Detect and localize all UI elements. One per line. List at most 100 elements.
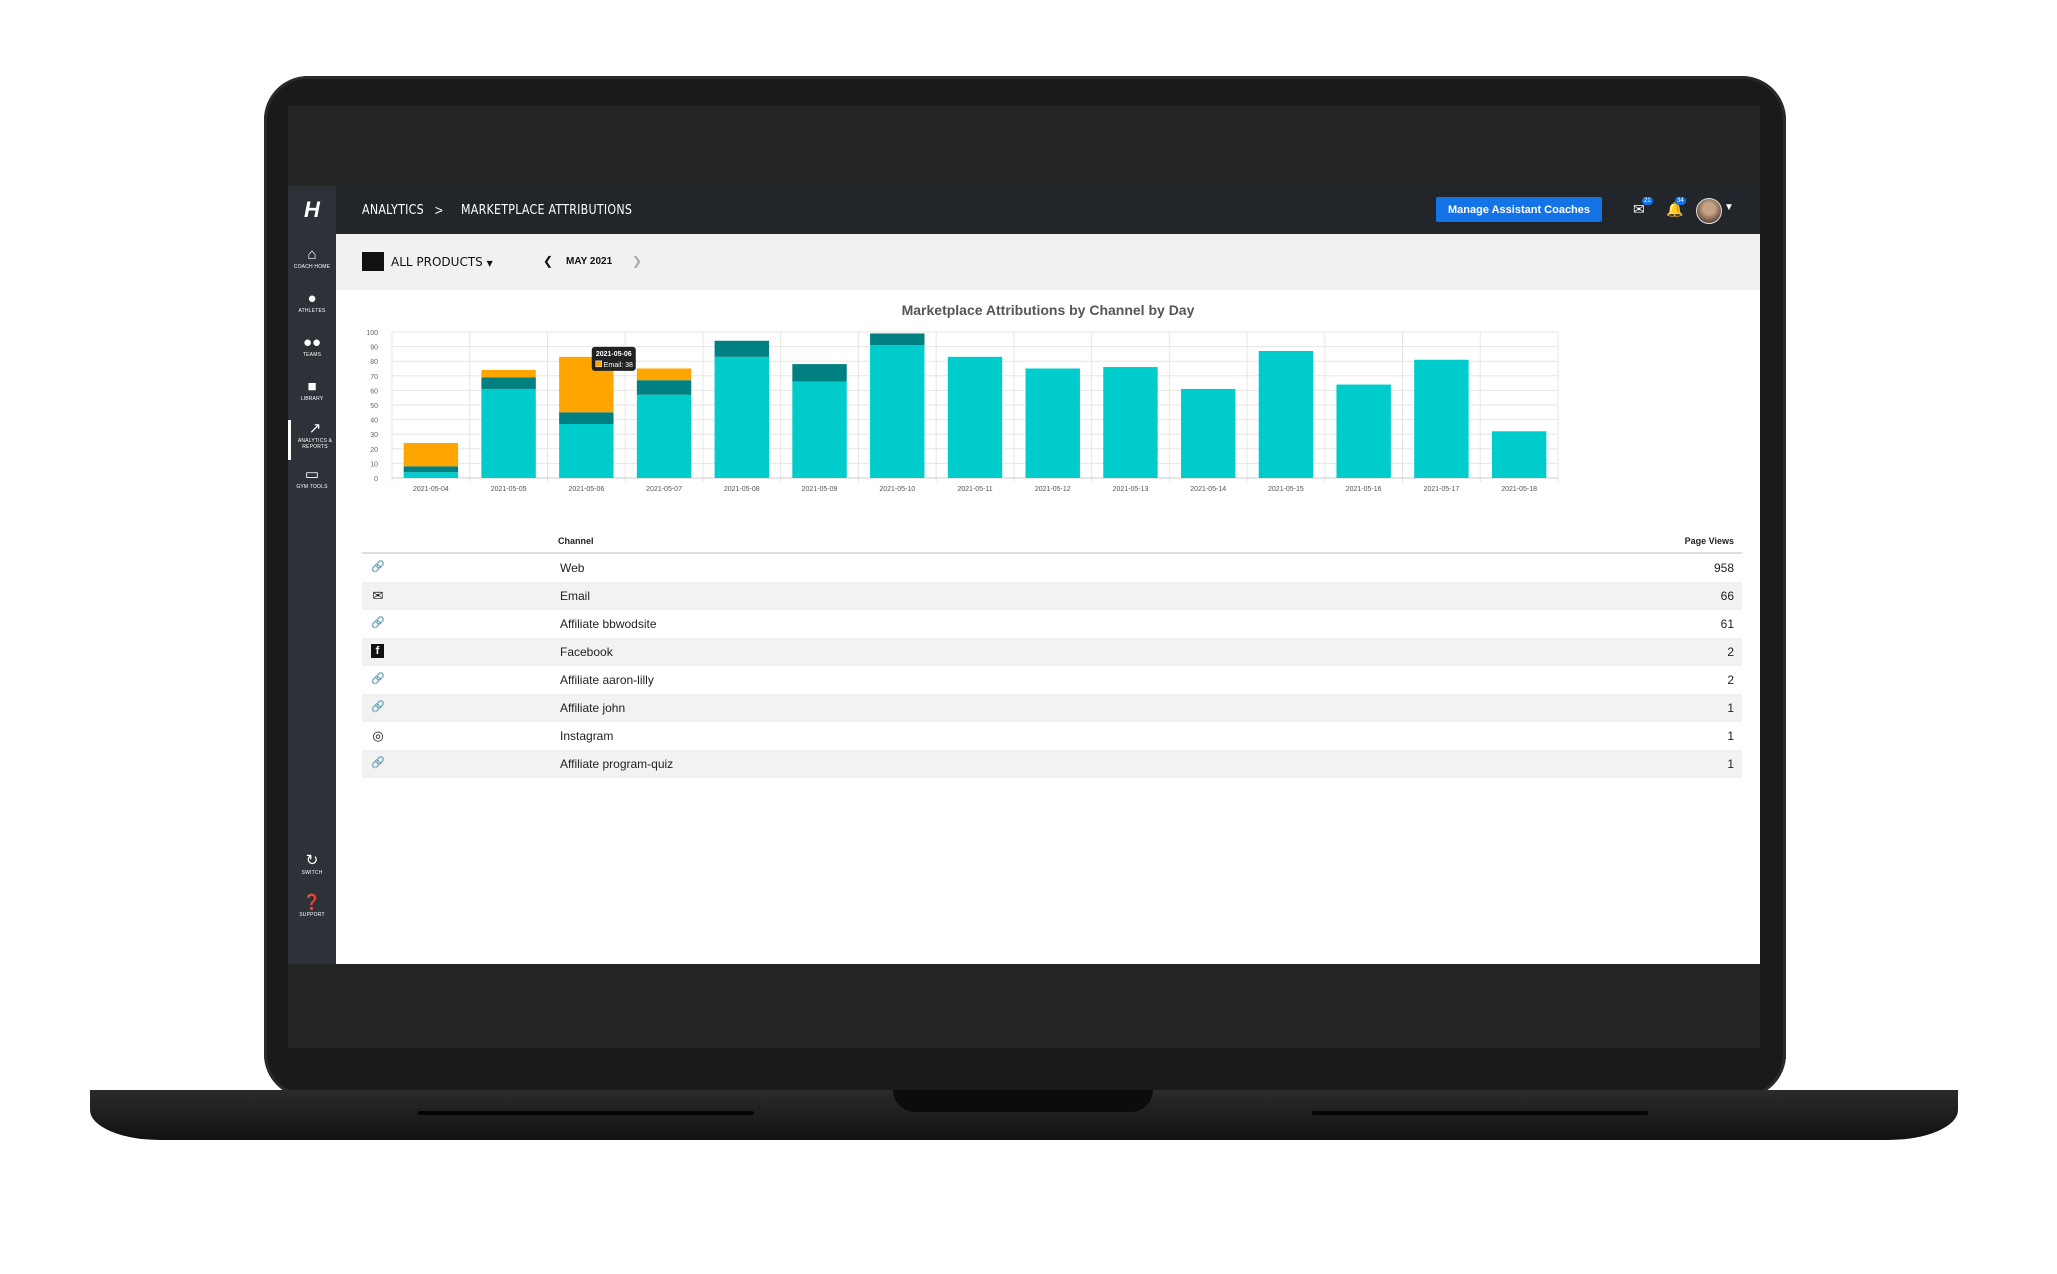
channel-name: Affiliate aaron-lilly: [560, 673, 654, 687]
x-tick-label: 2021-05-16: [1346, 486, 1382, 493]
bar-segment: [636, 380, 692, 395]
y-tick-label: 50: [370, 403, 378, 410]
bar-segment: [714, 340, 770, 357]
link-icon: 🔗: [371, 673, 385, 685]
product-thumbnail: [362, 252, 384, 271]
sidebar-item-gym-tools[interactable]: ▭ GYM TOOLS: [288, 466, 336, 504]
x-tick-label: 2021-05-04: [413, 486, 449, 493]
notifications-badge: 34: [1675, 197, 1686, 205]
y-tick-label: 80: [370, 359, 378, 366]
y-tick-label: 100: [366, 330, 378, 337]
table-row: 🔗 Web 958: [362, 554, 1742, 582]
home-icon: ⌂: [307, 246, 317, 263]
breadcrumb-analytics[interactable]: ANALYTICS: [362, 202, 424, 218]
bar-segment: [792, 364, 847, 382]
filter-bar: ALL PRODUCTS ▼ ❮ MAY 2021 ❯: [336, 234, 1760, 290]
header-channel[interactable]: Channel: [558, 536, 594, 546]
tooltip-text: Email: 38: [604, 362, 633, 369]
bar-segment: [481, 369, 536, 378]
y-tick-label: 40: [370, 418, 378, 425]
page-views-value: 1: [1727, 701, 1734, 715]
table-row: ✉ Email 66: [362, 582, 1742, 610]
tooltip-title: 2021-05-06: [596, 351, 632, 358]
bar-segment: [481, 388, 536, 478]
sidebar-item-analytics-reports[interactable]: ↗ ANALYTICS & REPORTS: [288, 420, 339, 460]
page-views-value: 1: [1727, 757, 1734, 771]
bar-segment: [636, 368, 692, 381]
sidebar-item-label: TEAMS: [302, 352, 322, 358]
x-tick-label: 2021-05-12: [1035, 486, 1071, 493]
table-header: Channel Page Views: [362, 530, 1742, 554]
sidebar-item-coach-home[interactable]: ⌂ COACH HOME: [288, 246, 336, 284]
chevron-right-icon[interactable]: ❯: [632, 254, 643, 268]
x-tick-label: 2021-05-06: [568, 486, 604, 493]
channel-table: Channel Page Views 🔗 Web 958 ✉ Email 66 🔗 Affil…: [362, 530, 1742, 778]
channel-name: Affiliate program-quiz: [560, 757, 674, 771]
bar-segment: [559, 412, 614, 424]
messages-badge: 21: [1642, 197, 1653, 205]
sidebar-item-athletes[interactable]: ● ATHLETES: [288, 290, 336, 328]
y-tick-label: 30: [370, 432, 378, 439]
y-tick-label: 70: [370, 374, 378, 381]
y-tick-label: 0: [374, 476, 378, 483]
table-row: 🔗 Affiliate john 1: [362, 694, 1742, 722]
folder-icon: ■: [307, 378, 317, 395]
laptop-foot-left: [418, 1111, 754, 1115]
y-tick-label: 90: [370, 345, 378, 352]
link-icon: 🔗: [371, 701, 385, 713]
chart-title: Marketplace Attributions by Channel by D…: [901, 302, 1195, 318]
x-tick-label: 2021-05-07: [646, 486, 682, 493]
top-bar: H ANALYTICS > MARKETPLACE ATTRIBUTIONS M…: [288, 186, 1760, 234]
channel-name: Email: [560, 589, 591, 603]
product-dropdown[interactable]: ALL PRODUCTS ▼: [391, 255, 493, 269]
channel-name: Web: [560, 561, 585, 575]
bar-segment: [403, 472, 459, 478]
laptop-foot-right: [1312, 1111, 1648, 1115]
bar-segment: [792, 381, 847, 478]
page-views-value: 61: [1720, 617, 1734, 631]
channel-name: Facebook: [560, 645, 613, 659]
bar-segment: [870, 333, 925, 346]
bar-segment: [1491, 431, 1547, 478]
channel-name: Affiliate john: [560, 701, 626, 715]
messages-icon[interactable]: ✉ 21: [1633, 197, 1653, 217]
bar-chart: 0 10 20 30 40 50 60 70 80 90 100 2021-05-04 2021-05-…: [366, 330, 1559, 493]
table-row: f Facebook 2: [362, 638, 1742, 666]
x-tick-label: 2021-05-17: [1423, 486, 1459, 493]
x-tick-label: 2021-05-10: [879, 486, 915, 493]
sidebar-item-label: SWITCH: [301, 870, 323, 876]
channel-name: Affiliate bbwodsite: [560, 617, 657, 631]
tablet-icon: ▭: [304, 466, 320, 483]
sidebar-item-support[interactable]: ❓ SUPPORT: [288, 894, 336, 932]
bar-segment: [559, 423, 614, 478]
sidebar-item-library[interactable]: ■ LIBRARY: [288, 378, 336, 416]
bar-segment: [1180, 388, 1236, 478]
month-label: MAY 2021: [566, 256, 613, 267]
link-icon: 🔗: [371, 561, 385, 573]
app-logo[interactable]: H: [288, 186, 336, 234]
y-tick-label: 10: [370, 461, 378, 468]
laptop-notch: [893, 1090, 1153, 1112]
y-tick-label: 20: [370, 447, 378, 454]
bar-segment: [481, 377, 536, 389]
instagram-icon: ◎: [372, 728, 384, 743]
sidebar-item-switch[interactable]: ↻ SWITCH: [288, 852, 336, 890]
bar-segment: [714, 356, 770, 478]
x-tick-label: 2021-05-09: [802, 486, 838, 493]
header-page-views[interactable]: Page Views: [1684, 536, 1734, 546]
table-row: 🔗 Affiliate program-quiz 1: [362, 750, 1742, 778]
bar-segment: [1336, 384, 1391, 478]
bell-icon[interactable]: 🔔 34: [1666, 197, 1686, 217]
chevron-down-icon[interactable]: ▼: [1724, 202, 1734, 213]
bar-segment: [636, 394, 692, 478]
link-icon: 🔗: [371, 757, 385, 769]
sidebar-item-teams[interactable]: ●● TEAMS: [288, 334, 336, 372]
avatar[interactable]: [1696, 198, 1722, 224]
page-views-value: 2: [1727, 645, 1734, 659]
chevron-left-icon[interactable]: ❮: [543, 254, 554, 268]
channel-name: Instagram: [560, 729, 614, 743]
manage-assistant-coaches-button[interactable]: Manage Assistant Coaches: [1436, 197, 1602, 222]
breadcrumb-marketplace-attributions: MARKETPLACE ATTRIBUTIONS: [460, 202, 633, 218]
chart-icon: ↗: [308, 420, 322, 437]
facebook-icon: f: [371, 644, 384, 658]
